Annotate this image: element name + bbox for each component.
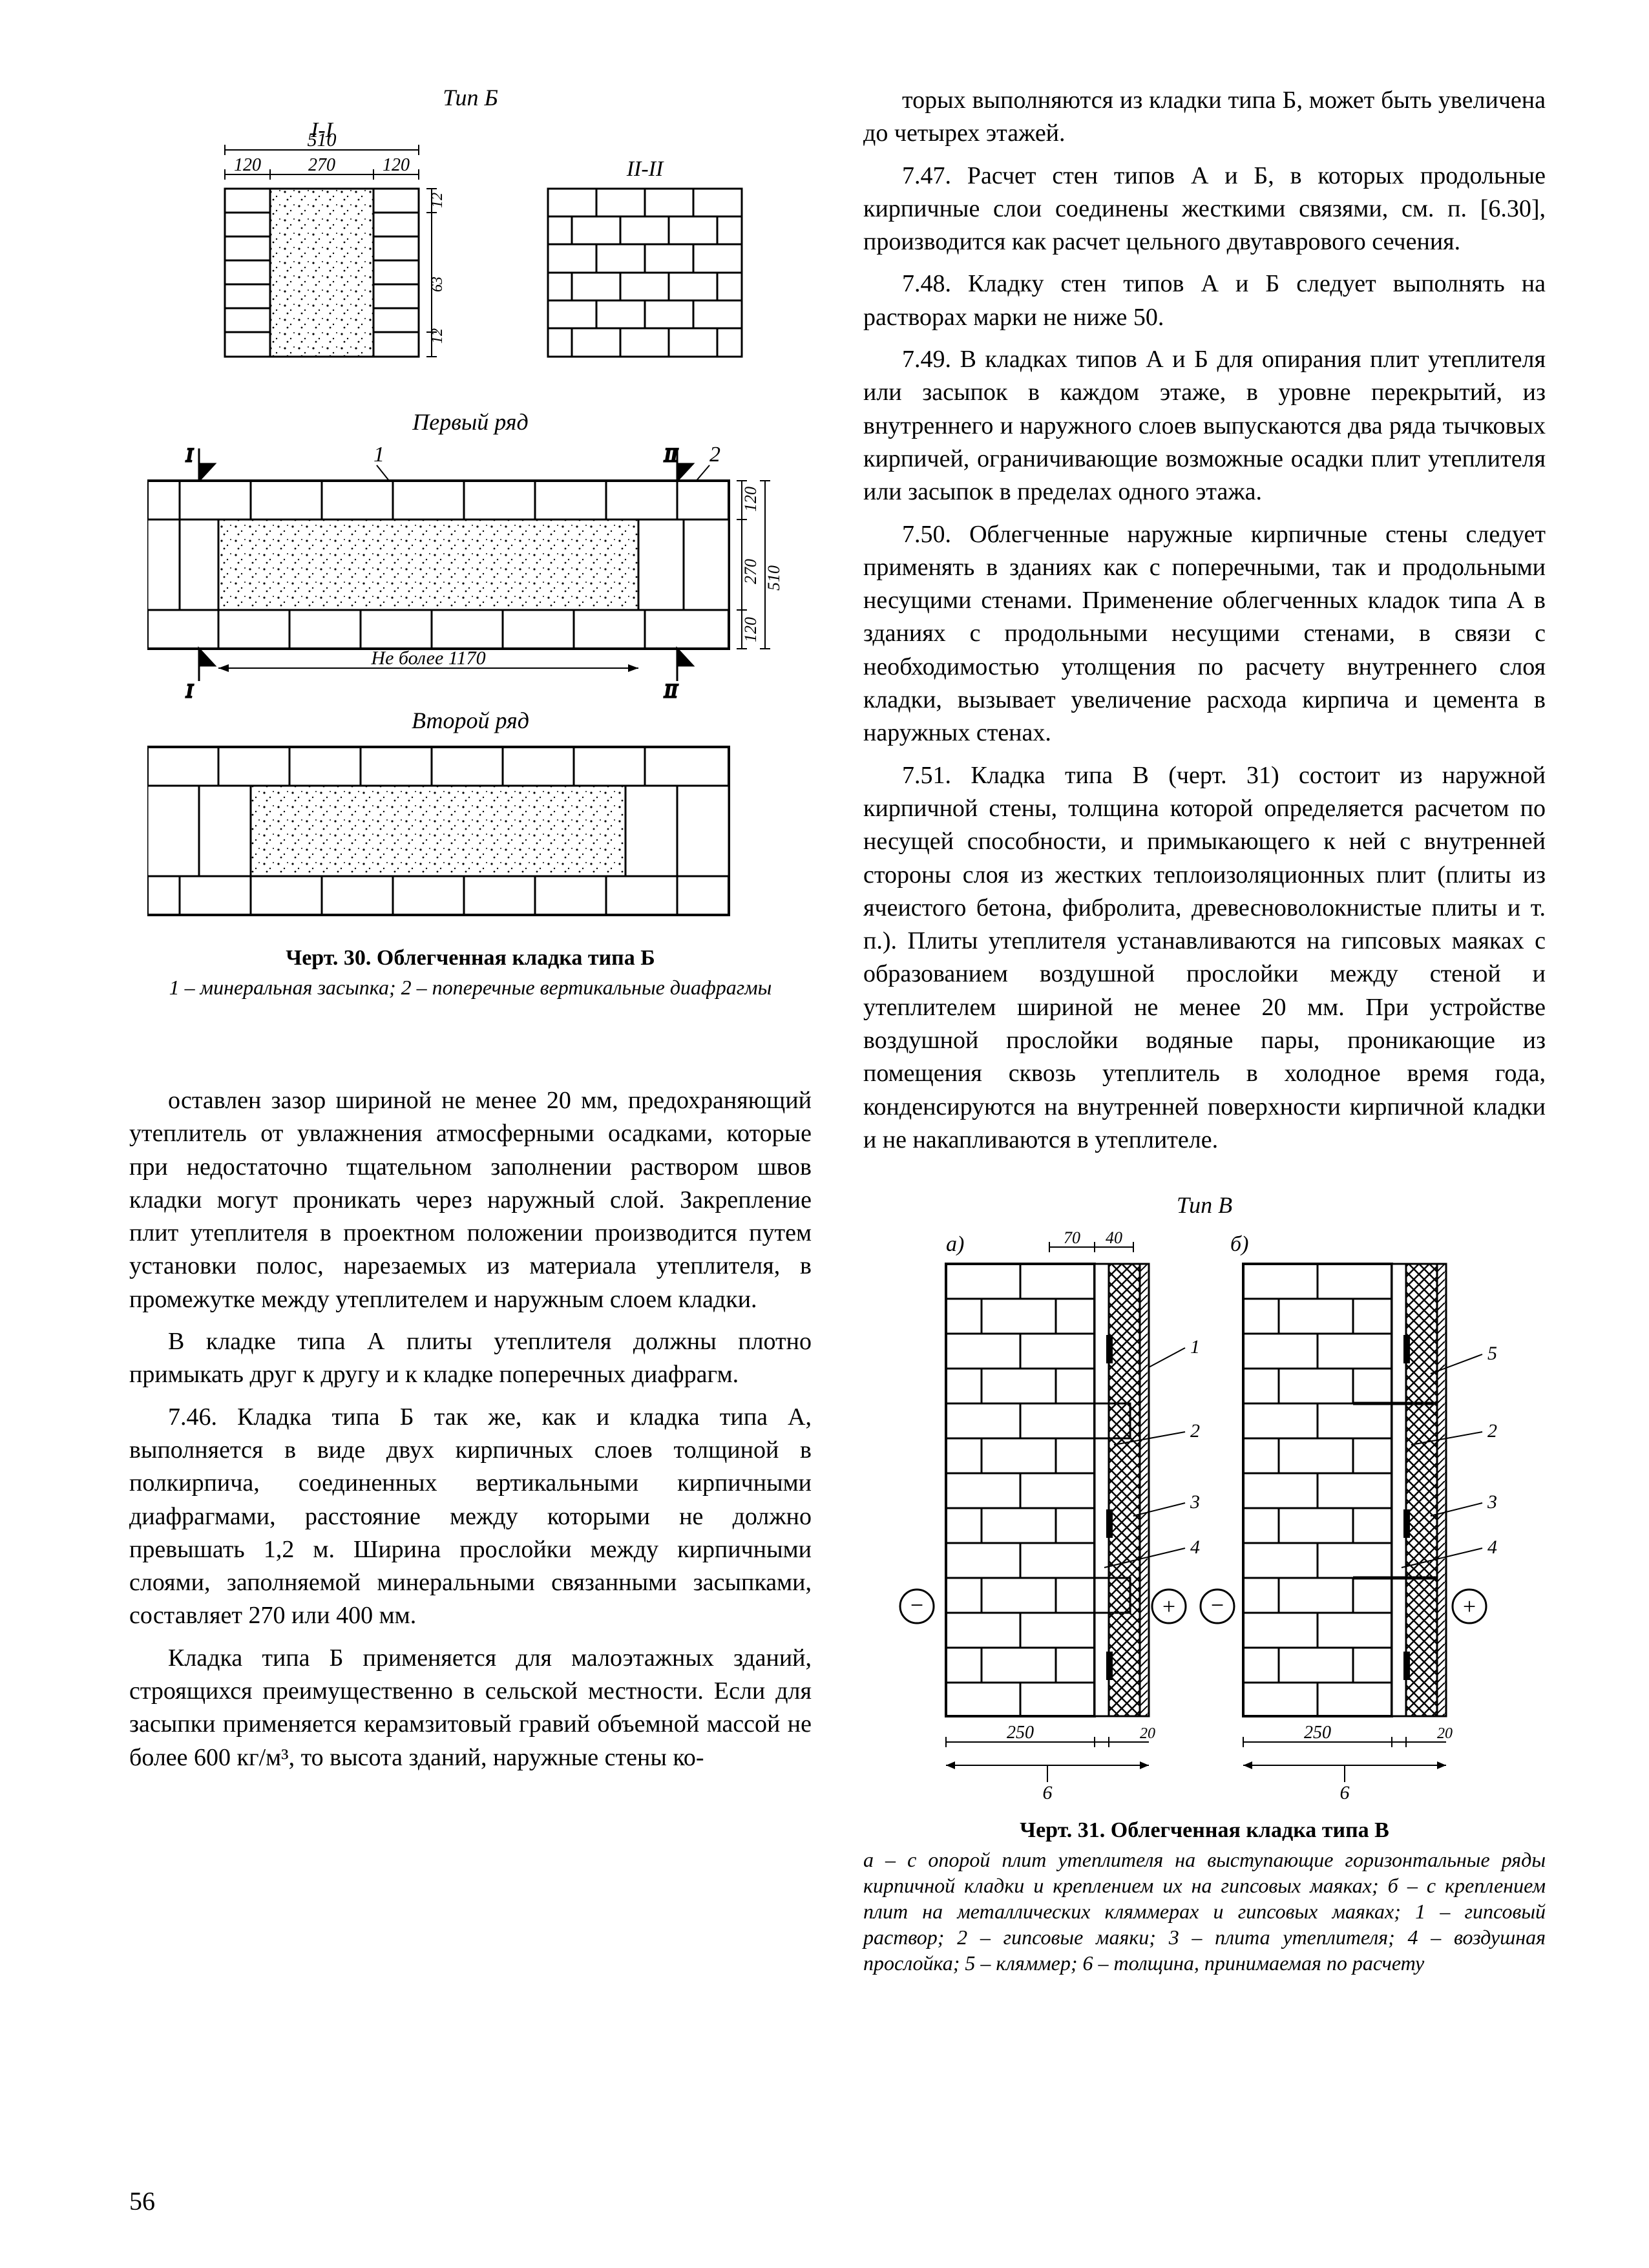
plus-b: + bbox=[1463, 1593, 1476, 1619]
svg-text:270: 270 bbox=[308, 155, 335, 175]
right-p4: 7.49. В кладках типов А и Б для опирания… bbox=[863, 343, 1546, 509]
fig30-type-header: Тип Б bbox=[129, 84, 812, 111]
svg-text:270: 270 bbox=[741, 559, 760, 584]
fig31-title: Черт. 31. Облегченная кладка типа В bbox=[863, 1818, 1546, 1843]
fig30-row2 bbox=[147, 740, 793, 934]
fig31-caption: а – с опорой плит утеплителя на выступаю… bbox=[863, 1847, 1546, 1976]
svg-text:120: 120 bbox=[741, 487, 760, 512]
svg-text:120: 120 bbox=[234, 155, 261, 175]
row-bottom-dim: Не более 1170 bbox=[370, 647, 485, 669]
ref1: 1 bbox=[373, 443, 384, 467]
mark-I-top: I bbox=[185, 445, 194, 466]
svg-text:510: 510 bbox=[764, 565, 783, 591]
svg-text:20: 20 bbox=[1140, 1725, 1155, 1742]
fig30-row1-label: Первый ряд bbox=[129, 408, 812, 436]
svg-text:I: I bbox=[185, 680, 194, 700]
fig31: а) 70 40 bbox=[881, 1225, 1528, 1807]
ref2: 2 bbox=[709, 443, 720, 467]
a-lbl-2: 2 bbox=[1190, 1420, 1200, 1442]
svg-text:120: 120 bbox=[741, 617, 760, 642]
svg-text:250: 250 bbox=[1304, 1723, 1331, 1743]
svg-text:12: 12 bbox=[429, 193, 446, 208]
right-p6: 7.51. Кладка типа В (черт. 31) состоит и… bbox=[863, 759, 1546, 1157]
b-lbl-2: 2 bbox=[1487, 1420, 1497, 1442]
fig30-sections: I-I 510 120 270 120 bbox=[147, 118, 793, 389]
svg-text:510: 510 bbox=[308, 129, 337, 151]
b-lbl-4: 4 bbox=[1487, 1537, 1497, 1558]
right-p1: торых выполняются из кладки типа Б, може… bbox=[863, 84, 1546, 151]
left-p3: 7.46. Кладка типа Б так же, как и кладка… bbox=[129, 1401, 812, 1633]
left-p4: Кладка типа Б применяется для малоэтажны… bbox=[129, 1642, 812, 1774]
fig30-title: Черт. 30. Облегченная кладка типа Б bbox=[129, 946, 812, 971]
svg-text:250: 250 bbox=[1007, 1723, 1034, 1743]
a-lbl-1: 1 bbox=[1190, 1336, 1200, 1358]
a-lbl-6: 6 bbox=[1043, 1782, 1053, 1803]
svg-text:70: 70 bbox=[1064, 1228, 1080, 1247]
minus-b: − bbox=[1211, 1592, 1224, 1618]
svg-text:120: 120 bbox=[383, 155, 410, 175]
fig30-caption: 1 – минеральная засыпка; 2 – поперечные … bbox=[129, 974, 812, 1000]
svg-text:63: 63 bbox=[429, 277, 446, 292]
plus-a: + bbox=[1162, 1593, 1175, 1619]
a-lbl-3: 3 bbox=[1190, 1491, 1200, 1513]
a-lbl-4: 4 bbox=[1190, 1537, 1200, 1558]
fig31-sub-a: а) bbox=[946, 1232, 964, 1256]
b-lbl-6: 6 bbox=[1340, 1782, 1350, 1803]
mark-II-top: II bbox=[664, 445, 678, 466]
svg-text:12: 12 bbox=[429, 328, 446, 344]
fig31-header: Тип В bbox=[863, 1192, 1546, 1219]
fig30-row2-label: Второй ряд bbox=[129, 707, 812, 734]
b-lbl-3: 3 bbox=[1487, 1491, 1497, 1513]
fig31-sub-b: б) bbox=[1230, 1232, 1248, 1256]
left-p2: В кладке типа А плиты утеплителя должны … bbox=[129, 1325, 812, 1392]
b-lbl-5: 5 bbox=[1487, 1343, 1497, 1364]
svg-text:II: II bbox=[664, 680, 678, 700]
page-number: 56 bbox=[129, 2186, 155, 2216]
left-p1: оставлен зазор шириной не менее 20 мм, п… bbox=[129, 1084, 812, 1316]
svg-text:20: 20 bbox=[1437, 1725, 1453, 1742]
right-p2: 7.47. Расчет стен типов А и Б, в которых… bbox=[863, 160, 1546, 259]
right-p5: 7.50. Облегченные наружные кирпичные сте… bbox=[863, 518, 1546, 750]
svg-text:40: 40 bbox=[1106, 1228, 1122, 1247]
fig30-row1: I II 1 2 bbox=[147, 442, 793, 700]
minus-a: − bbox=[910, 1592, 923, 1618]
sec-II-label: II-II bbox=[626, 157, 664, 181]
right-p3: 7.48. Кладку стен типов А и Б следует вы… bbox=[863, 268, 1546, 334]
